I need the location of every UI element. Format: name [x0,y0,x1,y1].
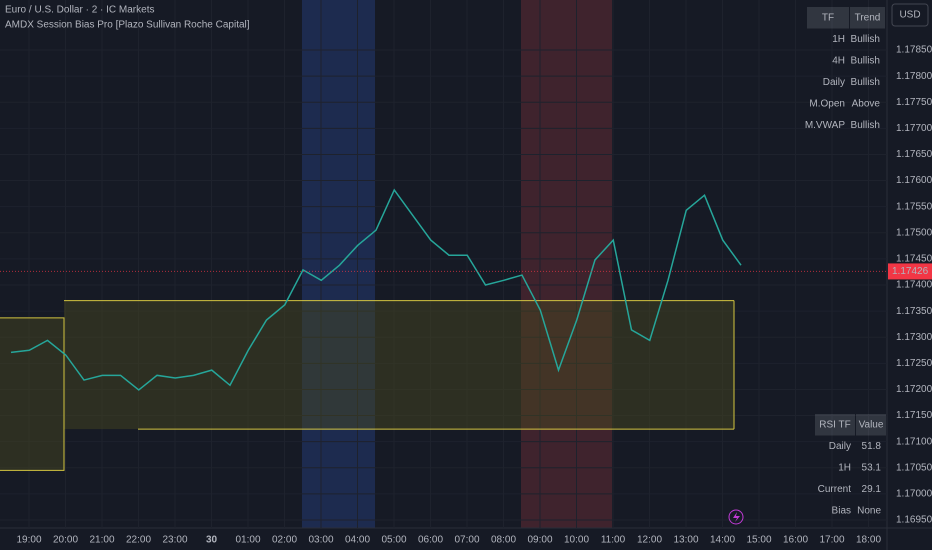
price-tick-label: 1.17350 [896,306,932,317]
table-cell: Bullish [851,77,880,88]
price-tick-label: 1.17200 [896,384,932,395]
table-header-cell [856,414,886,436]
table-cell: None [857,505,881,516]
currency: USD [899,10,920,21]
table-header: Value [859,419,884,430]
price-line [10,188,742,391]
time-tick-label: 22:00 [126,535,151,546]
current-price-label: 1.17426 [892,266,929,277]
time-tick-label: 19:00 [16,535,41,546]
table-cell: Above [852,98,881,109]
price-tick-label: 1.17750 [896,97,932,108]
price-tick-label: 1.17650 [896,149,932,160]
time-tick-label: 05:00 [381,535,406,546]
table-header: TF [822,12,834,23]
table-header-cell [850,7,885,29]
price-tick-label: 1.17600 [896,175,932,186]
table-cell: 51.8 [862,441,882,452]
current-price-tag [888,263,932,280]
price-tick-label: 1.17700 [896,123,932,134]
symbol-title: Euro / U.S. Dollar · 2 · IC Markets [5,5,154,16]
table-header: Trend [855,12,881,23]
table-header: RSI TF [819,419,850,430]
table-cell: Current [818,484,852,495]
early-range-edge [0,317,65,471]
asia-session [302,0,375,528]
table-cell: 53.1 [862,462,882,473]
time-tick-label: 09:00 [527,535,552,546]
price-tick-label: 1.17550 [896,201,932,212]
table-cell: Daily [823,77,845,88]
time-tick-label: 16:00 [783,535,808,546]
table-cell: Bullish [851,55,880,66]
early-range-box [0,317,64,471]
table-cell: 1H [838,462,851,473]
table-cell: 1H [832,34,845,45]
time-tick-label: 14:00 [710,535,735,546]
table-cell: M.VWAP [805,120,846,131]
price-tick-label: 1.17100 [896,436,932,447]
time-tick-label: 15:00 [746,535,771,546]
currency-button[interactable] [891,3,929,27]
price-tick-label: 1.17500 [896,227,932,238]
time-tick-label: 10:00 [564,535,589,546]
time-tick-label: 06:00 [418,535,443,546]
table-cell: Daily [829,441,851,452]
time-tick-label: 30 [206,535,218,546]
time-tick-label: 07:00 [454,535,479,546]
table-cell: M.Open [809,98,845,109]
table-cell: Bullish [851,34,880,45]
time-tick-label: 17:00 [819,535,844,546]
time-tick-label: 12:00 [637,535,662,546]
time-tick-label: 01:00 [235,535,260,546]
price-tick-label: 1.17050 [896,462,932,473]
time-tick-label: 04:00 [345,535,370,546]
time-tick-label: 20:00 [53,535,78,546]
table-cell: 29.1 [862,484,882,495]
london-session [521,0,612,528]
price-tick-label: 1.16950 [896,515,932,526]
price-tick-label: 1.17800 [896,71,932,82]
price-tick-label: 1.17150 [896,410,932,421]
event-bolt [733,512,740,522]
indicator-title: AMDX Session Bias Pro [Plazo Sullivan Ro… [5,20,250,31]
range-box [64,300,734,430]
time-tick-label: 13:00 [673,535,698,546]
time-tick-label: 08:00 [491,535,516,546]
time-tick-label: 18:00 [856,535,881,546]
time-tick-label: 03:00 [308,535,333,546]
table-header-cell [807,7,849,29]
price-tick-label: 1.17300 [896,332,932,343]
table-header-cell [815,414,855,436]
table-cell: Bullish [851,120,880,131]
price-tick-label: 1.17850 [896,45,932,56]
table-cell: Bias [832,505,851,516]
price-tick-label: 1.17450 [896,254,932,265]
price-tick-label: 1.17400 [896,280,932,291]
table-cell: 4H [832,55,845,66]
price-tick-label: 1.17000 [896,489,932,500]
price-tick-label: 1.17250 [896,358,932,369]
time-tick-label: 11:00 [601,535,626,546]
time-tick-label: 23:00 [162,535,187,546]
time-tick-label: 21:00 [89,535,114,546]
event-icon[interactable] [728,509,744,525]
time-tick-label: 02:00 [272,535,297,546]
